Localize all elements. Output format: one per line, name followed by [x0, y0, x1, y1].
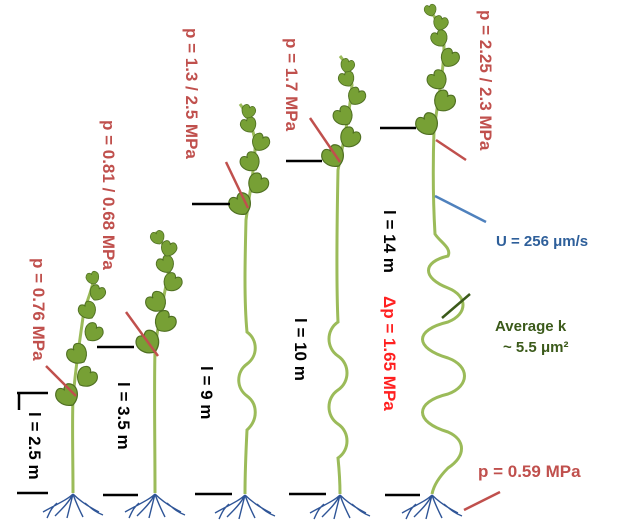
plant-5-pressure-label: p = 2.25 / 2.3 MPa	[476, 10, 495, 151]
plant-2: p = 0.81 / 0.68 MPa l = 3.5 m	[97, 120, 186, 519]
leaf-icon	[86, 282, 108, 304]
leaf-icon	[422, 3, 439, 18]
plant-5-delta-pressure-label: Δp = 1.65 MPa	[380, 296, 399, 411]
leaf-icon	[248, 130, 273, 155]
plant-3-height-label: l = 9 m	[197, 366, 216, 419]
leaf-icon	[84, 269, 102, 287]
velocity-pointer	[434, 194, 487, 224]
plant-1-height-label: l = 2.5 m	[25, 412, 44, 480]
plant-1: p = 0.76 MPa l = 2.5 m	[17, 258, 108, 519]
roots-icon	[401, 494, 463, 520]
pressure-pointer	[124, 311, 160, 357]
plant-5-height-label: l = 14 m	[380, 210, 399, 273]
leaf-icon	[428, 27, 451, 50]
plant-2-pressure-label: p = 0.81 / 0.68 MPa	[99, 120, 118, 270]
plant-1-stem	[71, 277, 96, 494]
plant-5: p = 2.25 / 2.3 MPa l = 14 m Δp = 1.65 MP…	[380, 3, 588, 520]
permeability-label-line2: ~ 5.5 μm²	[503, 339, 568, 356]
leaf-icon	[52, 380, 84, 412]
leaf-icon	[436, 45, 463, 72]
pressure-pointer	[224, 161, 250, 209]
plant-3-stem	[237, 103, 257, 495]
pressure-pointer	[308, 117, 342, 163]
roots-icon	[124, 493, 186, 519]
pressure-pointer	[45, 365, 77, 397]
base-pressure-label: p = 0.59 MPa	[478, 462, 581, 481]
leaf-icon	[243, 169, 272, 199]
permeability-pointer	[441, 293, 471, 319]
leaf-icon	[80, 319, 107, 346]
plant-4: p = 1.7 MPa l = 10 m	[282, 38, 371, 520]
permeability-label-line1: Average k	[495, 318, 567, 335]
leaf-icon	[423, 66, 452, 95]
leaf-icon	[329, 102, 358, 131]
plant-4-height-label: l = 10 m	[291, 318, 310, 381]
leaf-icon	[428, 86, 459, 117]
base-pressure-pointer	[463, 490, 501, 512]
plant-2-height-label: l = 3.5 m	[114, 382, 133, 450]
roots-icon	[42, 493, 104, 519]
leaf-icon	[236, 148, 265, 177]
leaf-icon	[344, 84, 369, 109]
roots-icon	[309, 494, 371, 520]
leaf-icon	[412, 109, 444, 141]
velocity-label: U = 256 μm/s	[496, 233, 588, 250]
plant-3: p = 1.3 / 2.5 MPa l = 9 m	[182, 28, 276, 520]
plant-3-pressure-label: p = 1.3 / 2.5 MPa	[182, 28, 201, 159]
plant-4-pressure-label: p = 1.7 MPa	[282, 38, 301, 132]
pressure-pointer	[435, 138, 467, 162]
roots-icon	[214, 494, 276, 520]
leaf-icon	[75, 298, 100, 323]
plant-1-pressure-label: p = 0.76 MPa	[29, 258, 48, 361]
